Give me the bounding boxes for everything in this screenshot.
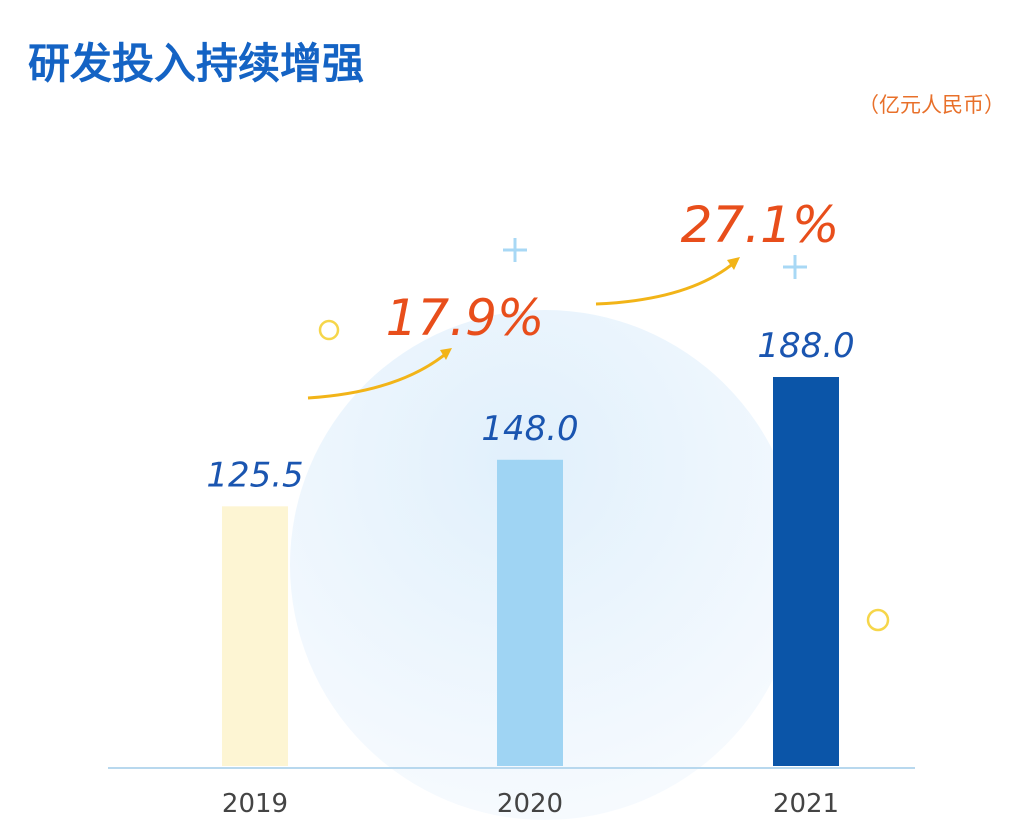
growth-annotation: 17.9% (386, 289, 545, 347)
chart-title: 研发投入持续增强 (28, 39, 364, 88)
x-tick-label: 2019 (222, 789, 288, 819)
value-label: 125.5 (206, 455, 303, 495)
decoration (259, 238, 890, 706)
bar (497, 459, 563, 766)
bar (773, 377, 839, 766)
x-tick-label: 2020 (497, 789, 563, 819)
growth-annotation: 27.1% (681, 196, 840, 254)
x-tick-label: 2021 (773, 789, 839, 819)
value-label: 188.0 (757, 326, 854, 366)
value-label: 148.0 (481, 409, 578, 449)
bar (222, 506, 288, 766)
unit-label: （亿元人民币） (858, 93, 1005, 117)
